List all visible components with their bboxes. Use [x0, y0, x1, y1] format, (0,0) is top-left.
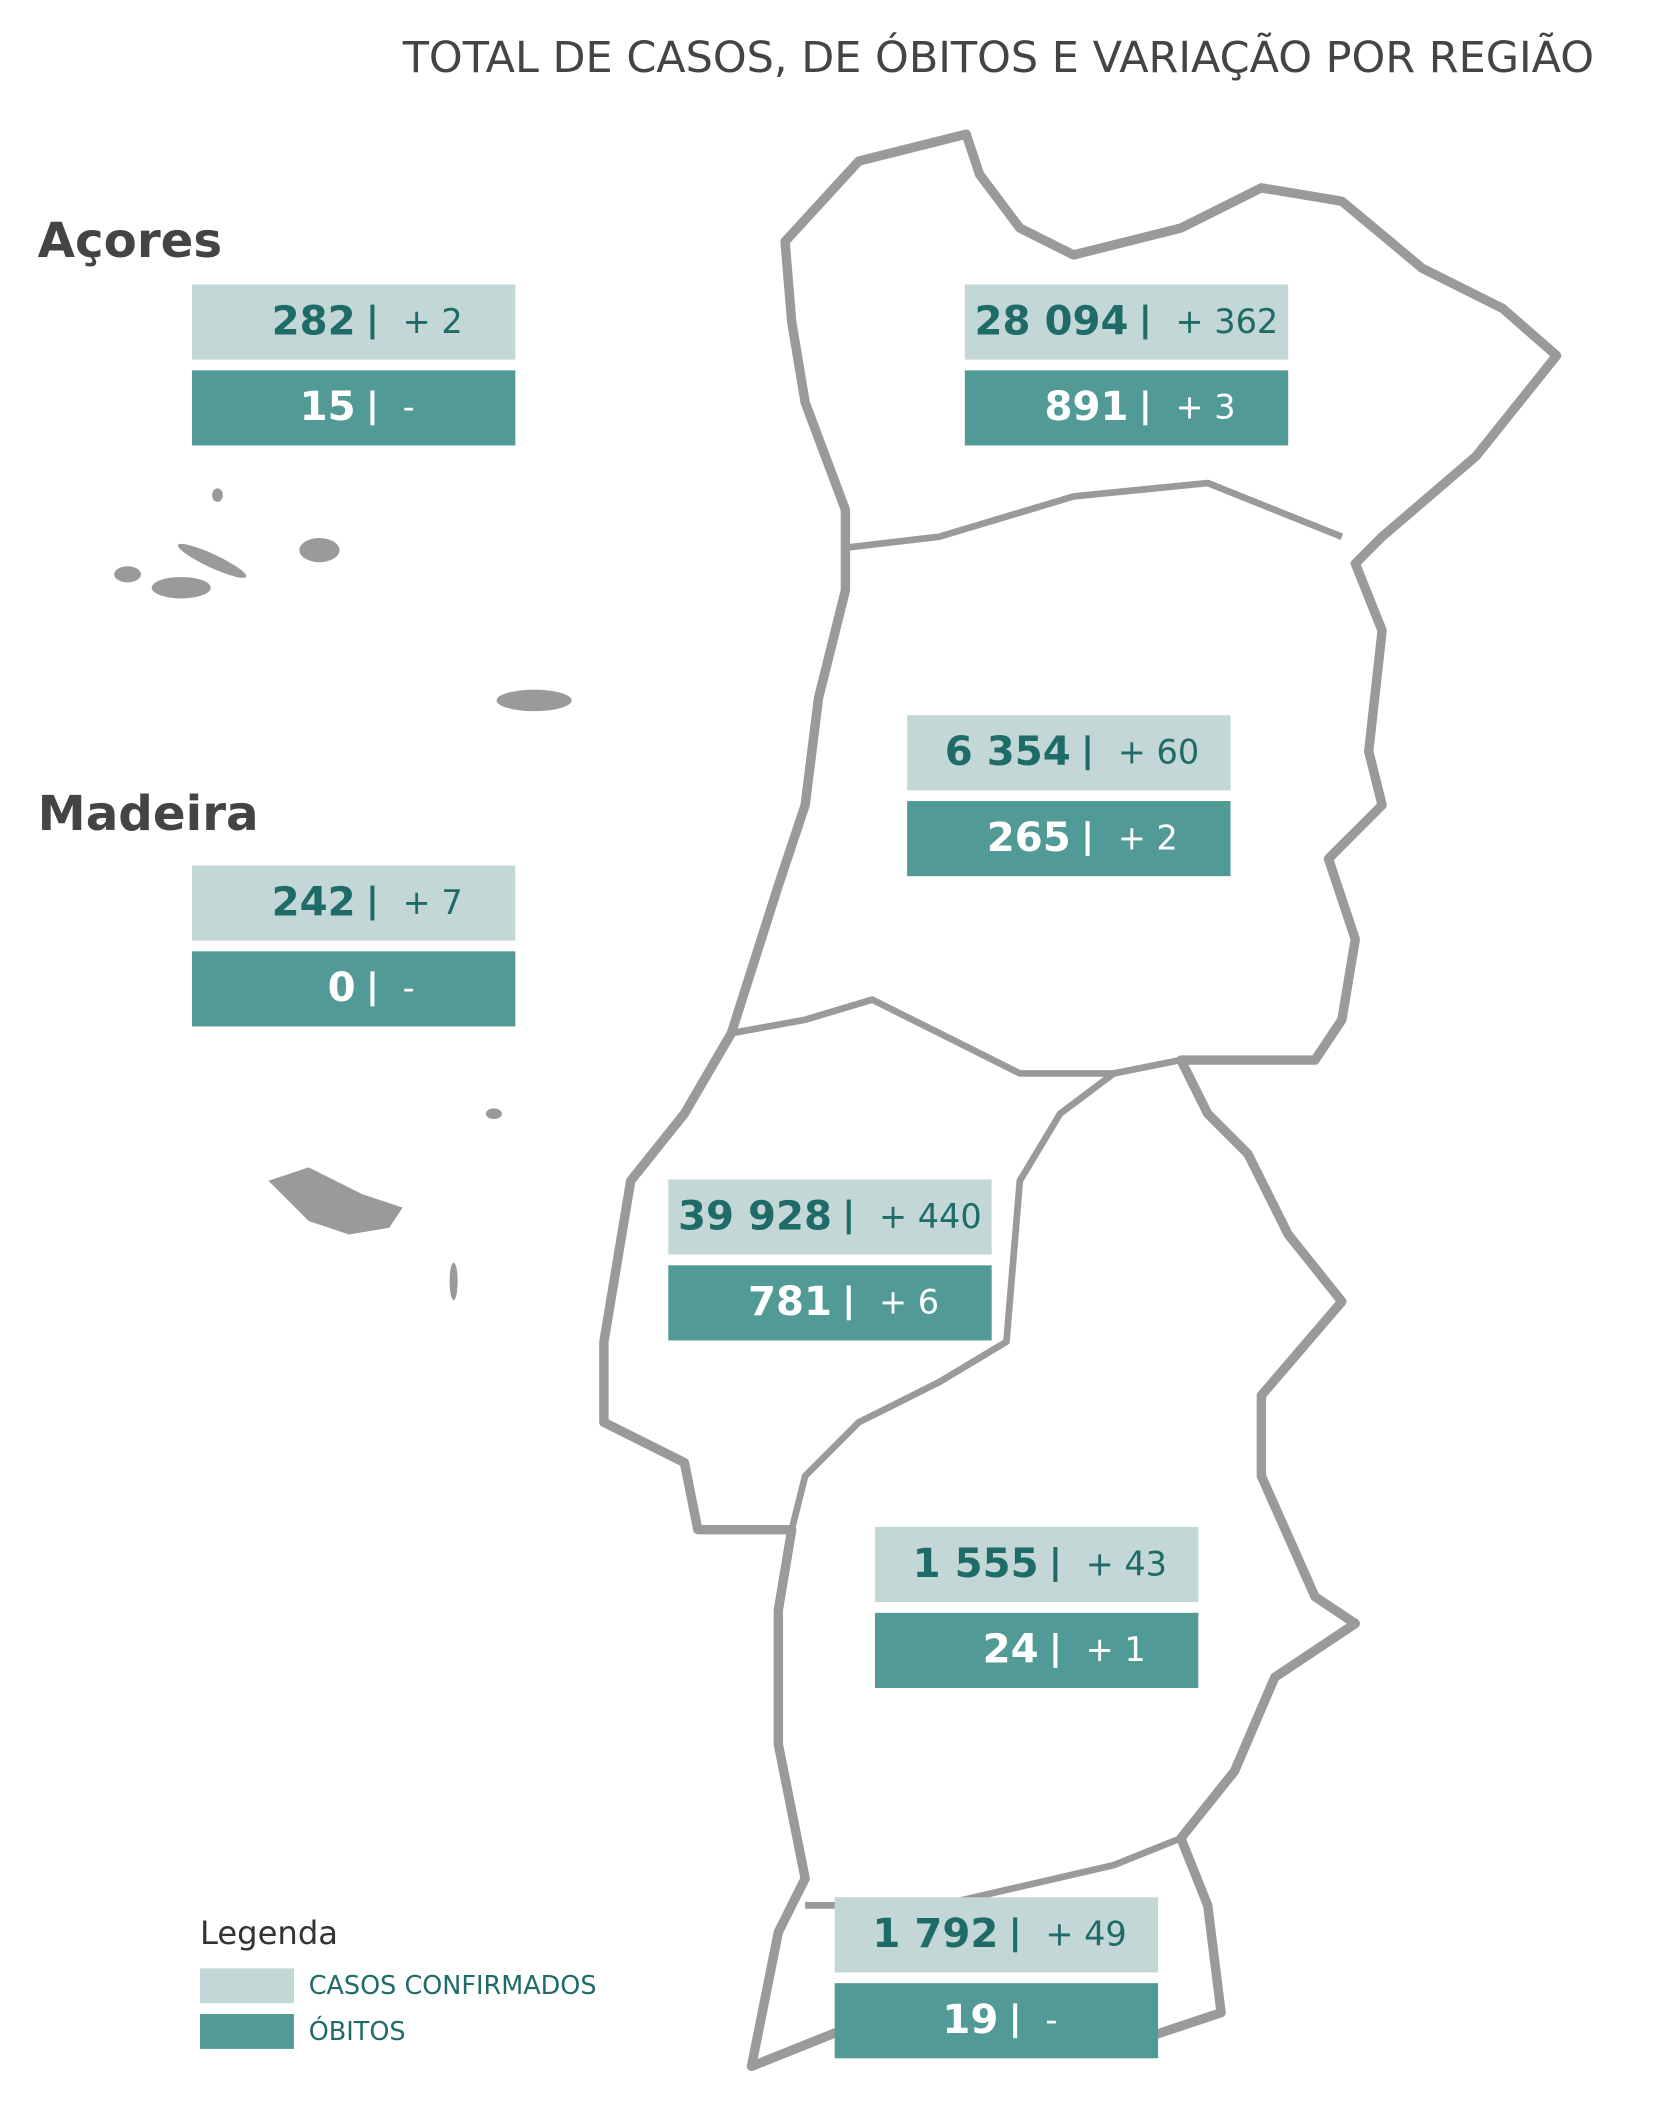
stat-box: [874, 1526, 1199, 1603]
stat-value: 6 354: [945, 729, 1071, 775]
region-label: Madeira: [38, 786, 259, 842]
stat-box: [191, 951, 516, 1027]
stat-change: + 7: [403, 883, 463, 922]
separator: [370, 304, 375, 340]
island: [212, 488, 223, 502]
stat-box: [964, 370, 1289, 446]
stat-change: + 60: [1118, 733, 1199, 772]
stat-box: [907, 715, 1231, 791]
stat-change: + 43: [1086, 1544, 1167, 1583]
stat-box: [668, 1265, 992, 1341]
region-label: Açores: [38, 213, 223, 269]
legend-swatch: [200, 2014, 294, 2049]
stat-box: [964, 284, 1289, 360]
separator: [1013, 2003, 1018, 2039]
island: [177, 543, 247, 578]
legend-swatch: [200, 1968, 294, 2004]
island: [485, 1108, 502, 1120]
island: [496, 689, 572, 712]
stat-value: 24: [983, 1627, 1039, 1673]
separator: [1143, 390, 1148, 426]
stat-change: + 1: [1086, 1630, 1146, 1669]
stat-value: 891: [1045, 384, 1129, 430]
stat-change: + 3: [1175, 388, 1235, 427]
separator: [370, 885, 375, 921]
stat-value: 28 094: [974, 298, 1128, 344]
separator: [1053, 1632, 1058, 1668]
stat-value: 15: [300, 384, 356, 430]
region-boxes: 282 + 2 15 - 242 + 7 0 - 28 094 + 362 891 + 3 6 354 +…: [191, 284, 1289, 2059]
island: [114, 566, 141, 583]
stat-change: + 49: [1045, 1915, 1126, 1954]
island: [449, 1262, 458, 1301]
stat-change: -: [403, 969, 415, 1008]
stat-change: + 440: [879, 1197, 982, 1236]
separator: [370, 971, 375, 1007]
stat-value: 19: [942, 1997, 998, 2043]
stat-value: 265: [987, 815, 1071, 861]
region-border: [847, 479, 1344, 551]
stat-box: [191, 370, 516, 446]
map: [114, 129, 1562, 2072]
stat-change: + 2: [403, 302, 463, 341]
stat-value: 781: [748, 1279, 832, 1325]
stat-value: 1 792: [872, 1911, 998, 1957]
separator: [1053, 1547, 1058, 1582]
title: TOTAL DE CASOS, DE ÓBITOS E VARIAÇÃO POR…: [402, 32, 1594, 83]
stat-value: 1 555: [913, 1541, 1039, 1587]
stat-change: + 6: [879, 1283, 939, 1322]
island: [151, 576, 211, 599]
island: [268, 1167, 403, 1235]
separator: [370, 390, 375, 426]
legend-label: ÓBITOS: [309, 2016, 406, 2047]
stat-change: -: [1045, 2001, 1057, 2040]
stat-box: [191, 284, 516, 360]
stat-box: [907, 801, 1231, 877]
legend: Legenda CASOS CONFIRMADOS ÓBITOS: [200, 1914, 597, 2049]
separator: [846, 1285, 851, 1321]
stat-value: 39 928: [678, 1193, 832, 1239]
stat-change: + 362: [1175, 302, 1278, 341]
stat-box: [834, 1897, 1159, 1973]
stat-value: 242: [272, 879, 356, 925]
stat-change: + 2: [1118, 818, 1178, 857]
legend-title: Legenda: [200, 1914, 338, 1952]
stat-box: [191, 865, 516, 941]
island: [299, 538, 340, 563]
stat-value: 0: [328, 965, 356, 1011]
stat-value: 282: [272, 298, 356, 344]
region-border: [788, 1070, 1116, 1531]
separator: [1013, 1917, 1018, 1953]
stat-box: [834, 1983, 1159, 2059]
stat-box: [874, 1612, 1199, 1688]
separator: [1143, 304, 1148, 340]
stat-change: -: [403, 388, 415, 427]
separator: [1085, 821, 1090, 857]
separator: [846, 1199, 851, 1235]
separator: [1085, 735, 1090, 771]
legend-label: CASOS CONFIRMADOS: [309, 1971, 597, 2001]
stat-box: [668, 1179, 992, 1255]
